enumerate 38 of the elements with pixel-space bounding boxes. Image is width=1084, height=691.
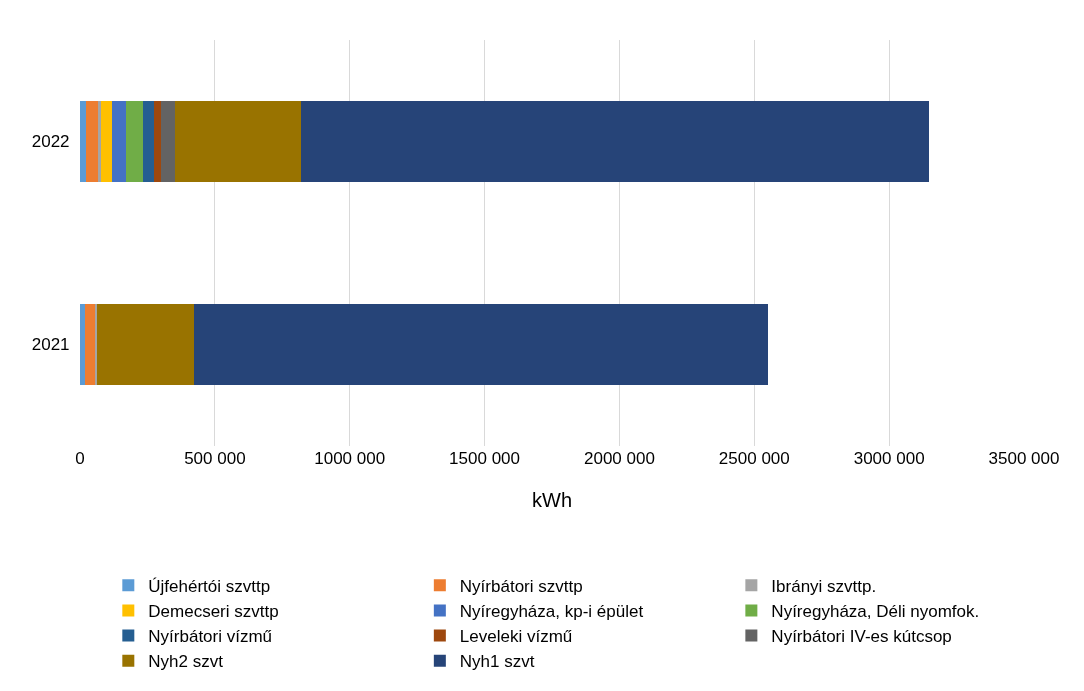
legend-label: Nyíregyháza, kp-i épület <box>459 602 644 622</box>
legend-label: Nyírbátori IV-es kútcsop <box>771 627 952 647</box>
x-tick-label: 3500 000 <box>988 449 1060 468</box>
bar <box>84 303 95 386</box>
bar <box>126 100 143 183</box>
y-tick-label: 2021 <box>31 335 79 355</box>
x-tick-label: 500 000 <box>184 449 246 468</box>
legend-label: Nyírbátori szvttp <box>459 576 583 596</box>
bar <box>142 100 154 183</box>
legend-label: Újfehértói szvttp <box>148 576 271 596</box>
x-tick-label: 1000 000 <box>314 449 386 468</box>
bar <box>153 100 162 183</box>
bar <box>300 100 929 183</box>
bar <box>80 100 86 183</box>
x-axis-title: kWh <box>532 488 572 511</box>
bar <box>96 303 195 386</box>
x-tick-label: 2500 000 <box>718 449 790 468</box>
legend-label: Nyírbátori vízmű <box>148 627 273 647</box>
bar <box>97 100 102 183</box>
bar <box>85 100 98 183</box>
bar <box>101 100 113 183</box>
bar <box>112 100 127 183</box>
bar <box>80 303 85 386</box>
legend-label: Ibrányi szvttp. <box>771 576 877 596</box>
legend-label: Nyh2 szvt <box>148 652 224 672</box>
legend-label: Leveleki vízmű <box>459 627 573 647</box>
x-tick-label: 2000 000 <box>583 449 655 468</box>
x-tick-label: 1500 000 <box>449 449 521 468</box>
x-tick-label: 3000 000 <box>853 449 925 468</box>
bar <box>194 303 768 386</box>
x-tick-label: 0 <box>75 449 85 468</box>
legend-label: Nyíregyháza, Déli nyomfok. <box>771 602 980 622</box>
bar <box>161 100 176 183</box>
bar <box>94 303 97 386</box>
bar <box>175 100 301 183</box>
legend-label: Nyh1 szvt <box>459 652 535 672</box>
y-tick-label: 2022 <box>31 132 79 152</box>
legend-label: Demecseri szvttp <box>148 602 279 622</box>
